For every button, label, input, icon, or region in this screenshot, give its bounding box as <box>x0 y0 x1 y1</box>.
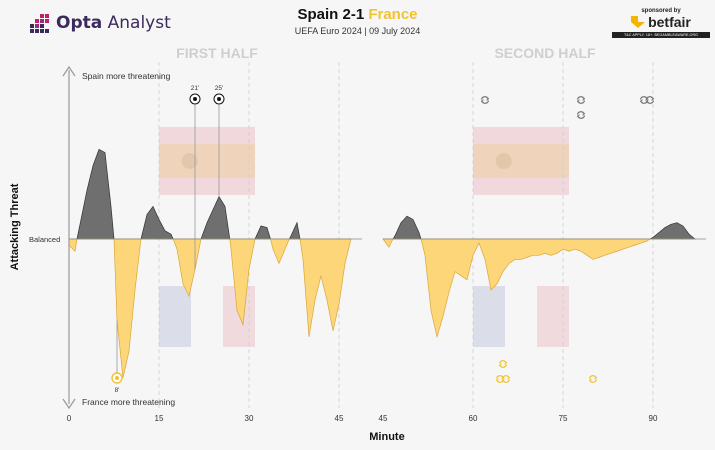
second-half-spain-area <box>383 215 696 240</box>
spain-goal-ball-icon-2 <box>213 93 225 105</box>
brand-name: Opta Analyst <box>56 13 171 33</box>
y-axis-label: Attacking Threat <box>9 183 21 270</box>
spain-goal-minute-1: 21' <box>191 85 199 92</box>
x-tick-75-1: 75 <box>559 414 568 423</box>
sponsor-name: betfair <box>648 14 691 30</box>
x-tick-60-1: 60 <box>469 414 478 423</box>
arrow-down-icon <box>62 398 76 410</box>
france-goal-ball-icon-0 <box>111 372 123 384</box>
sponsor-disclaimer: T&C APPLY. 18+. BEGAMBLEAWARE.ORG <box>612 32 710 38</box>
spain-substitution-icon-2-0 <box>576 111 586 119</box>
france-substitution-icon-5-1 <box>501 375 511 383</box>
brand-logo: Opta Analyst <box>28 10 171 36</box>
x-tick-0-0: 0 <box>67 414 72 423</box>
sponsor-block: sponsored by betfair T&C APPLY. 18+. BEG… <box>612 8 710 38</box>
chart-subtitle: UEFA Euro 2024 | 09 July 2024 <box>294 26 421 36</box>
chart-title: Spain 2-1 France <box>0 6 715 23</box>
spain-substitution-icon-0-0 <box>480 96 490 104</box>
france-goal-minute-0: 8' <box>115 387 120 394</box>
spain-threat-label: Spain more threatening <box>82 71 171 81</box>
france-substitution-icon-5-0 <box>495 375 505 383</box>
spain-crest-icon <box>181 153 198 169</box>
x-tick-30-0: 30 <box>245 414 254 423</box>
first-half-france-area <box>68 238 352 378</box>
balanced-label: Balanced <box>29 235 60 244</box>
first-half-label: FIRST HALF <box>176 45 258 61</box>
x-tick-45-0: 45 <box>335 414 344 423</box>
x-axis-label: Minute <box>369 431 404 443</box>
france-substitution-icon-6-0 <box>588 375 598 383</box>
arrow-up-icon <box>62 65 76 77</box>
title-away: France <box>368 6 418 23</box>
france-substitution-icon-4-0 <box>498 360 508 368</box>
axes <box>62 65 706 410</box>
france-threat-label: France more threatening <box>82 397 175 407</box>
spain-goal-minute-2: 25' <box>215 85 223 92</box>
match-events <box>111 93 655 384</box>
opta-logo-icon <box>30 14 49 33</box>
spain-substitution-icon-1-0 <box>576 96 586 104</box>
title-home: Spain 2-1 <box>297 6 365 23</box>
spain-goal-ball-icon-1 <box>189 93 201 105</box>
x-tick-45-1: 45 <box>379 414 388 423</box>
second-half-label: SECOND HALF <box>494 45 596 61</box>
x-tick-90-1: 90 <box>649 414 658 423</box>
spain-substitution-icon-3-1 <box>645 96 655 104</box>
chart-labels: FIRST HALF SECOND HALF Spain more threaten… <box>9 45 658 443</box>
spain-crest-icon <box>495 153 512 169</box>
spain-substitution-icon-3-0 <box>639 96 649 104</box>
france-flag-3 <box>473 286 569 347</box>
spain-flag-0 <box>159 127 255 195</box>
gridlines <box>158 62 654 408</box>
spain-flag-2 <box>473 127 569 195</box>
sponsor-small: sponsored by <box>641 8 681 14</box>
betfair-arrow-icon <box>631 16 646 28</box>
flag-backgrounds <box>159 127 569 347</box>
second-half-france-area <box>382 238 695 339</box>
sponsor-logo: betfair <box>612 14 710 30</box>
x-tick-15-0: 15 <box>155 414 164 423</box>
